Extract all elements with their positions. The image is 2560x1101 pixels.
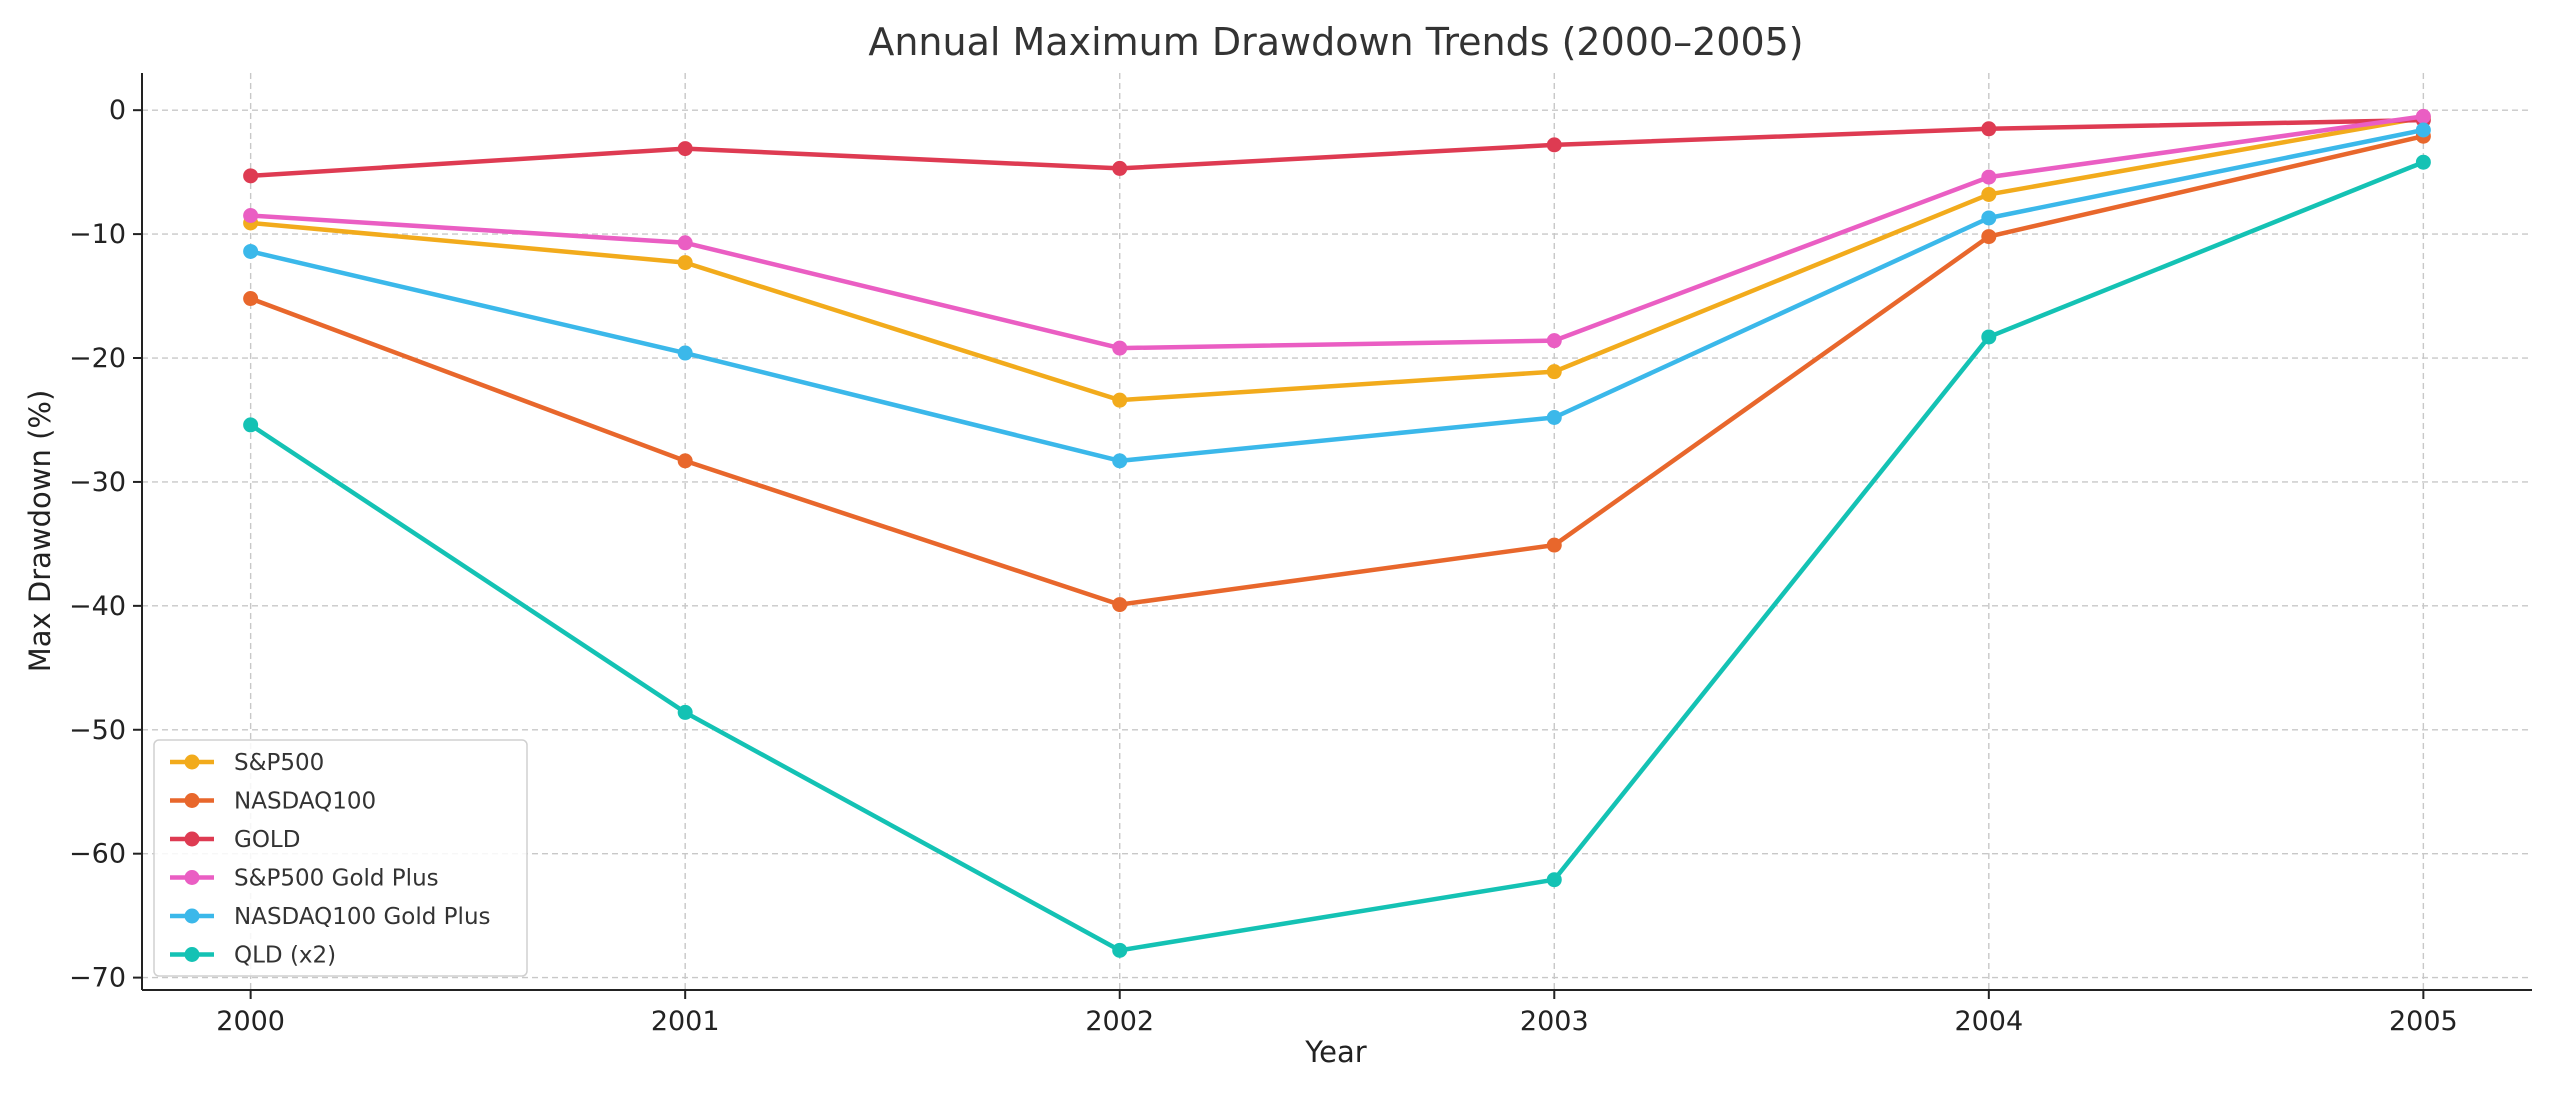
data-point xyxy=(1112,392,1128,408)
y-tick-label: −20 xyxy=(69,343,126,374)
data-point xyxy=(243,243,259,259)
x-tick-label: 2001 xyxy=(651,1006,720,1037)
data-point xyxy=(1112,160,1128,176)
legend-item: S&P500 Gold Plus xyxy=(170,866,439,892)
data-point xyxy=(677,453,693,469)
legend-label: NASDAQ100 xyxy=(234,789,376,815)
data-point xyxy=(1981,169,1997,185)
legend-frame xyxy=(153,739,528,977)
series-line xyxy=(248,133,2426,607)
legend-label: QLD (x2) xyxy=(234,943,336,969)
data-point xyxy=(677,141,693,157)
data-point xyxy=(2415,154,2431,170)
series-line xyxy=(248,115,2426,403)
series-line xyxy=(248,114,2426,351)
legend-swatch-marker xyxy=(184,908,200,924)
series-s-p500-gold-plus xyxy=(243,108,2431,356)
legend: S&P500 NASDAQ100 GOLD S&P500 Gold Plus NASDA… xyxy=(153,739,528,977)
x-tick-label: 2004 xyxy=(1954,1006,2023,1037)
y-axis-label: Max Drawdown (%) xyxy=(23,390,57,673)
x-tick-label: 2005 xyxy=(2389,1006,2458,1037)
y-axis-ticks: 0 −10 −20 −30 −40 −50 −60 −70 xyxy=(69,95,142,994)
series-line xyxy=(248,117,2426,179)
data-point xyxy=(2415,122,2431,138)
data-point xyxy=(243,291,259,307)
series-lines xyxy=(243,108,2431,958)
data-point xyxy=(1112,340,1128,356)
data-point xyxy=(243,168,259,184)
grid-lines xyxy=(142,73,2532,990)
data-point xyxy=(1546,364,1562,380)
x-axis-label: Year xyxy=(1304,1035,1366,1069)
data-point xyxy=(1546,872,1562,888)
data-point xyxy=(677,704,693,720)
data-point xyxy=(1981,329,1997,345)
legend-swatch-marker xyxy=(184,947,200,962)
legend-label: S&P500 Gold Plus xyxy=(234,866,439,892)
legend-swatch-marker xyxy=(184,754,200,770)
x-tick-label: 2000 xyxy=(216,1006,285,1037)
series-line xyxy=(248,127,2426,464)
data-point xyxy=(677,235,693,251)
data-point xyxy=(677,345,693,361)
x-tick-label: 2002 xyxy=(1085,1006,1154,1037)
y-tick-label: −60 xyxy=(69,839,126,870)
series-line xyxy=(248,159,2426,953)
y-tick-label: −40 xyxy=(69,591,126,622)
series-nasdaq100 xyxy=(243,128,2431,613)
legend-item: S&P500 xyxy=(170,750,324,776)
data-point xyxy=(1112,597,1128,613)
data-point xyxy=(1546,537,1562,553)
data-point xyxy=(243,417,259,433)
data-point xyxy=(1546,409,1562,425)
data-point xyxy=(1981,210,1997,226)
series-qld-x2- xyxy=(243,154,2431,958)
data-point xyxy=(1981,229,1997,245)
legend-swatch-marker xyxy=(184,793,200,808)
y-tick-label: −30 xyxy=(69,467,126,498)
legend-label: GOLD xyxy=(234,827,300,853)
legend-item: NASDAQ100 Gold Plus xyxy=(170,904,491,930)
legend-item: GOLD xyxy=(170,827,300,853)
legend-item: NASDAQ100 xyxy=(170,789,376,815)
axes xyxy=(141,73,2532,991)
x-tick-label: 2003 xyxy=(1520,1006,1589,1037)
series-nasdaq100-gold-plus xyxy=(243,122,2431,469)
data-point xyxy=(677,255,693,271)
data-point xyxy=(1546,137,1562,153)
legend-swatch-marker xyxy=(184,870,200,885)
data-point xyxy=(2415,108,2431,124)
data-point xyxy=(1112,942,1128,958)
legend-item: QLD (x2) xyxy=(170,943,336,969)
y-tick-label: 0 xyxy=(109,95,126,126)
series-s-p500 xyxy=(243,110,2431,408)
data-point xyxy=(1546,333,1562,349)
x-axis-ticks: 2000 2001 2002 2003 2004 2005 xyxy=(216,990,2458,1037)
y-tick-label: −50 xyxy=(69,715,126,746)
chart-title: Annual Maximum Drawdown Trends (2000–200… xyxy=(868,20,1803,64)
data-point xyxy=(243,208,259,224)
y-tick-label: −10 xyxy=(69,219,126,250)
y-tick-label: −70 xyxy=(69,963,126,994)
legend-label: S&P500 xyxy=(234,750,324,776)
data-point xyxy=(1112,453,1128,469)
legend-label: NASDAQ100 Gold Plus xyxy=(234,904,491,930)
data-point xyxy=(1981,121,1997,137)
legend-swatch-marker xyxy=(184,831,200,847)
data-point xyxy=(1981,186,1997,202)
